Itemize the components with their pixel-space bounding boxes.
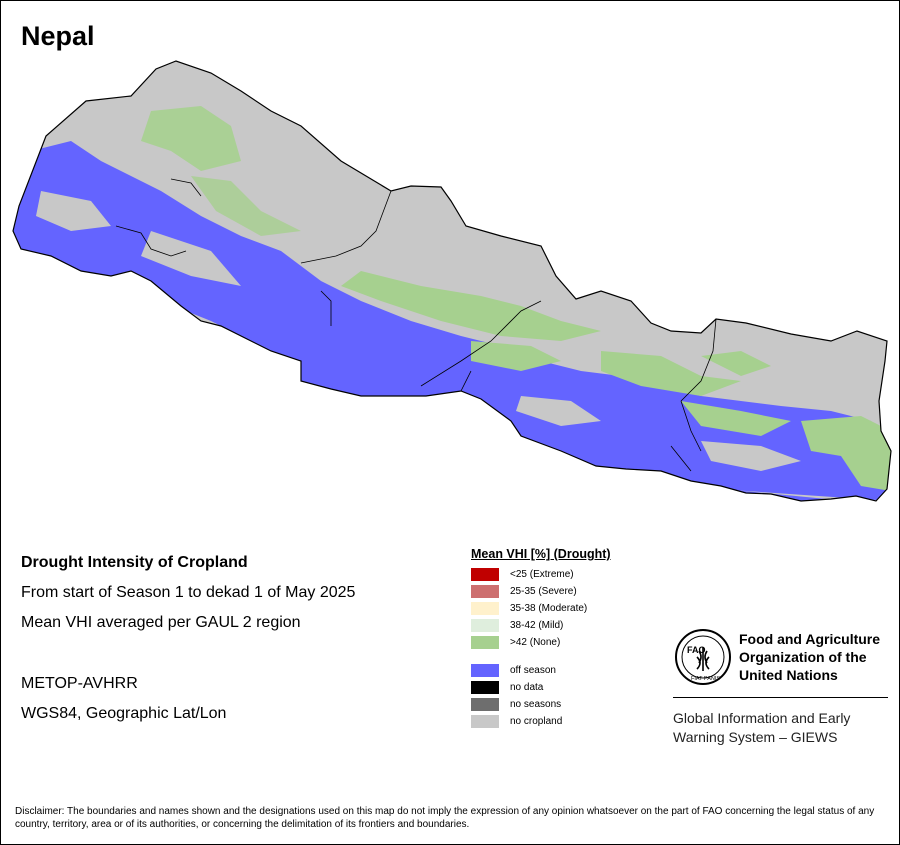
giews-line1: Global Information and Early bbox=[673, 710, 851, 726]
legend-label: 38-42 (Mild) bbox=[510, 620, 564, 631]
legend-label: no cropland bbox=[510, 716, 563, 727]
nepal-map bbox=[12, 60, 892, 502]
map-title: Nepal bbox=[21, 21, 95, 51]
admin-boundaries bbox=[115, 178, 717, 472]
legend-label: 35-38 (Moderate) bbox=[510, 603, 588, 614]
fao-name-line3: United Nations bbox=[739, 667, 838, 683]
info-heading: Drought Intensity of Cropland bbox=[21, 554, 248, 571]
fao-emblem-motto: FIAT PANIS bbox=[691, 676, 720, 682]
legend-label: >42 (None) bbox=[510, 637, 561, 648]
legend-swatch bbox=[471, 664, 499, 677]
legend-label: 25-35 (Severe) bbox=[510, 586, 577, 597]
info-method: Mean VHI averaged per GAUL 2 region bbox=[21, 614, 301, 631]
info-sensor: METOP-AVHRR bbox=[21, 675, 138, 692]
country-border bbox=[12, 60, 892, 502]
legend-swatch bbox=[471, 602, 499, 615]
fao-name-line1: Food and Agriculture bbox=[739, 631, 881, 647]
fao-emblem-letter-f: FAO bbox=[687, 645, 706, 655]
giews-line2: Warning System – GIEWS bbox=[673, 729, 838, 745]
fao-emblem-icon: FAO FIAT PANIS bbox=[675, 629, 731, 685]
fao-logo-block: FAO FIAT PANIS Food and Agriculture Orga… bbox=[673, 625, 893, 755]
nepal-fill bbox=[13, 61, 891, 501]
legend-swatch bbox=[471, 681, 499, 694]
legend-label: off season bbox=[510, 665, 556, 676]
legend-swatch bbox=[471, 568, 499, 581]
divider bbox=[673, 697, 888, 698]
legend-label: no data bbox=[510, 682, 544, 693]
legend-title: Mean VHI [%] (Drought) bbox=[471, 547, 611, 561]
info-projection: WGS84, Geographic Lat/Lon bbox=[21, 705, 227, 722]
legend-swatch bbox=[471, 585, 499, 598]
legend-label: no seasons bbox=[510, 699, 562, 710]
legend-swatch bbox=[471, 715, 499, 728]
legend-label: <25 (Extreme) bbox=[510, 569, 574, 580]
info-period: From start of Season 1 to dekad 1 of May… bbox=[21, 584, 356, 601]
legend-swatch bbox=[471, 619, 499, 632]
disclaimer: Disclaimer: The boundaries and names sho… bbox=[15, 806, 875, 830]
legend-swatch bbox=[471, 636, 499, 649]
legend-swatch bbox=[471, 698, 499, 711]
fao-name-line2: Organization of the bbox=[739, 649, 867, 665]
